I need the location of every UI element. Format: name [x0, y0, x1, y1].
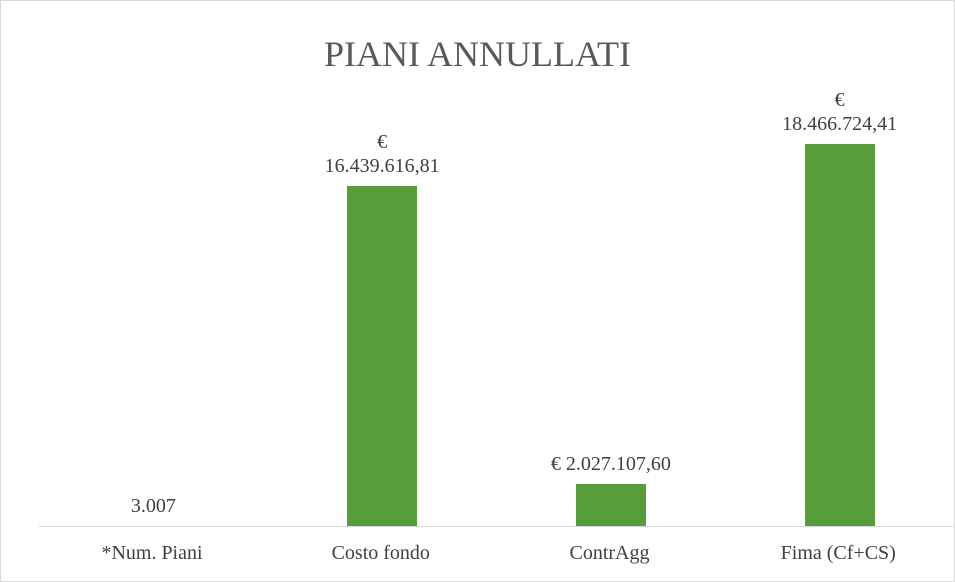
- value-label: € 16.439.616,81: [324, 130, 440, 177]
- value-label: € 2.027.107,60: [550, 453, 671, 476]
- bar: [575, 484, 646, 526]
- bar: [347, 185, 418, 526]
- x-axis-line: [39, 526, 954, 527]
- bar: [804, 143, 875, 526]
- x-tick-label: Fima (Cf+CS): [780, 542, 896, 564]
- value-label: € 18.466.724,41: [782, 88, 898, 135]
- chart-title: PIANI ANNULLATI: [324, 34, 631, 74]
- x-tick-label: Costo fondo: [331, 542, 430, 564]
- x-tick-label: ContrAgg: [569, 542, 650, 564]
- x-tick-label: *Num. Piani: [101, 542, 203, 564]
- value-label: 3.007: [130, 494, 176, 517]
